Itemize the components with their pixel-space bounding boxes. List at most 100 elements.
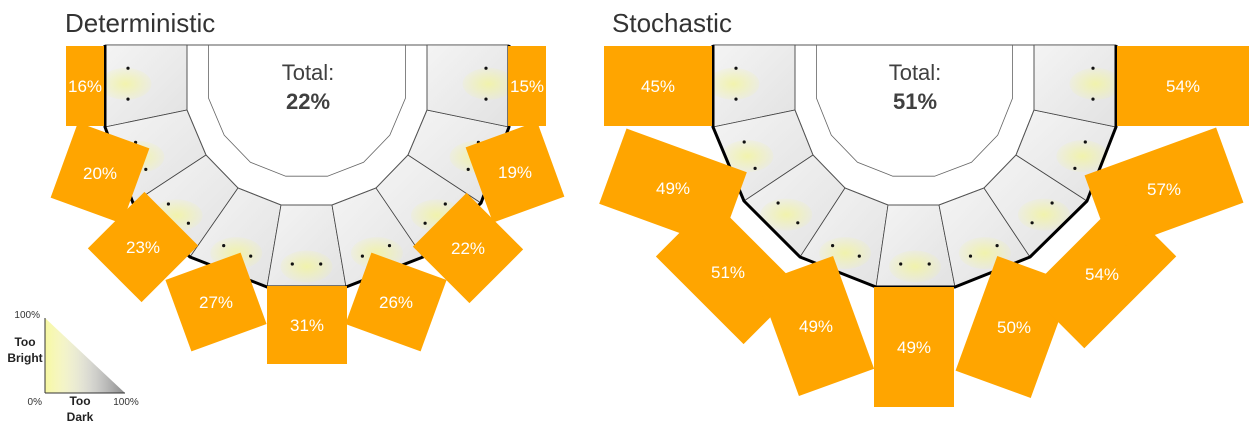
segment-percentage: 15% xyxy=(510,77,544,96)
sensor-dot xyxy=(899,262,903,266)
segment-bar-fill xyxy=(508,46,546,126)
segment-bar xyxy=(50,122,150,224)
sensor-dot xyxy=(796,221,800,225)
sensor-dot xyxy=(249,254,253,258)
segment-percentage: 19% xyxy=(498,163,532,182)
sensor-dot xyxy=(742,140,746,144)
sensor-dot xyxy=(831,244,835,248)
total-label: Total: xyxy=(282,60,335,85)
sensor-dot xyxy=(144,167,148,171)
bright-spot xyxy=(99,67,152,100)
deterministic-panel: Deterministic 16% 20% 23% 27% 31% 26% 22% 19% 15… xyxy=(50,8,565,364)
sensor-dot xyxy=(387,244,392,248)
inner-boundary xyxy=(794,45,1035,206)
courtyard-boundary xyxy=(208,45,406,177)
segment-bar-fill xyxy=(874,287,954,407)
bright-spot xyxy=(707,67,760,100)
segment-percentage: 49% xyxy=(897,338,931,357)
sensor-dot xyxy=(995,244,999,248)
segment-percentage: 54% xyxy=(1166,77,1200,96)
brightness-legend: 100% 0% 100% Too Bright Too Dark xyxy=(7,310,139,424)
total-label: Total: xyxy=(889,60,942,85)
sensor-dot xyxy=(126,97,130,101)
segment-bar xyxy=(604,46,712,126)
segment-bar-fill xyxy=(465,121,565,223)
legend-too-bright-line1: Too xyxy=(14,335,35,349)
segment-percentage: 27% xyxy=(199,293,233,312)
panel-title: Deterministic xyxy=(65,8,215,38)
segment-bar-fill xyxy=(66,46,104,126)
segment-bar-fill xyxy=(267,286,347,364)
sensor-dot xyxy=(319,262,323,266)
segment-bar-fill xyxy=(1117,46,1249,126)
segment-percentage: 23% xyxy=(126,238,160,257)
sensor-dot xyxy=(466,167,470,171)
sensor-dot xyxy=(1091,97,1095,101)
courtyard-boundary xyxy=(816,45,1013,177)
sensor-dot xyxy=(484,97,488,101)
total-value: 51% xyxy=(893,89,937,114)
sensor-dot xyxy=(126,66,130,70)
segment-bar-fill xyxy=(655,199,801,345)
legend-bottom-right-label: 100% xyxy=(113,397,139,408)
segment-bar-fill xyxy=(1084,127,1244,251)
segment-percentage: 57% xyxy=(1147,180,1181,199)
segment-bar xyxy=(412,192,524,304)
segment-bar-fill xyxy=(50,122,150,224)
total-value: 22% xyxy=(286,89,330,114)
sensor-dot xyxy=(360,254,364,258)
segment-percentage: 16% xyxy=(68,77,102,96)
sensor-dot xyxy=(734,97,738,101)
legend-dark-gradient xyxy=(45,318,125,393)
sensor-dot xyxy=(186,221,190,225)
segment-bar-fill xyxy=(345,252,447,352)
segment-percentage: 54% xyxy=(1085,265,1119,284)
sensor-dot xyxy=(1050,201,1054,205)
sensor-dot xyxy=(734,66,738,70)
sensor-dot xyxy=(1030,221,1034,225)
bright-spot xyxy=(462,67,515,100)
segment-bar xyxy=(66,46,104,126)
legend-top-left-label: 100% xyxy=(14,310,40,321)
segment-percentage: 45% xyxy=(641,77,675,96)
percentage-bars: 45% 49% 51% 49% 49% 50% 54% 57% 54% xyxy=(599,46,1249,407)
bright-spot xyxy=(889,250,941,283)
sensor-dot xyxy=(927,262,931,266)
segment-percentage: 26% xyxy=(379,293,413,312)
sensor-dot xyxy=(423,221,427,225)
sensor-dot xyxy=(484,66,488,70)
sensor-dot xyxy=(443,202,447,206)
segment-percentage: 49% xyxy=(656,179,690,198)
segment-percentage: 22% xyxy=(451,239,485,258)
sensor-dot xyxy=(222,244,226,248)
bright-spot xyxy=(721,140,774,173)
sensor-dot xyxy=(1091,66,1095,70)
bright-spot xyxy=(1069,67,1122,100)
panel-title: Stochastic xyxy=(612,8,732,38)
segment-bar xyxy=(508,46,546,126)
segment-bar xyxy=(87,191,199,303)
segment-bar-fill xyxy=(604,46,712,126)
inner-boundary xyxy=(186,45,428,206)
segment-bar-fill xyxy=(87,191,199,303)
segment-bar xyxy=(655,199,801,345)
bright-spot xyxy=(280,250,333,283)
segment-percentage: 50% xyxy=(997,318,1031,337)
segment-bar xyxy=(165,252,267,352)
sensor-dot xyxy=(968,254,973,258)
sensor-dot xyxy=(753,166,757,170)
legend-too-dark-line1: Too xyxy=(69,394,90,408)
segment-percentage: 49% xyxy=(799,317,833,336)
room-floor-cells xyxy=(707,44,1122,289)
segment-percentage: 51% xyxy=(711,263,745,282)
legend-too-bright-line2: Bright xyxy=(7,351,42,365)
sensor-dot xyxy=(290,262,294,266)
segment-bar-fill xyxy=(412,192,524,304)
segment-percentage: 31% xyxy=(290,316,324,335)
legend-bottom-left-label: 0% xyxy=(28,397,43,408)
segment-bar xyxy=(465,121,565,223)
segment-bar xyxy=(1084,127,1244,251)
percentage-bars: 16% 20% 23% 27% 31% 26% 22% 19% 15% xyxy=(50,46,565,364)
sensor-dot xyxy=(1073,166,1077,170)
